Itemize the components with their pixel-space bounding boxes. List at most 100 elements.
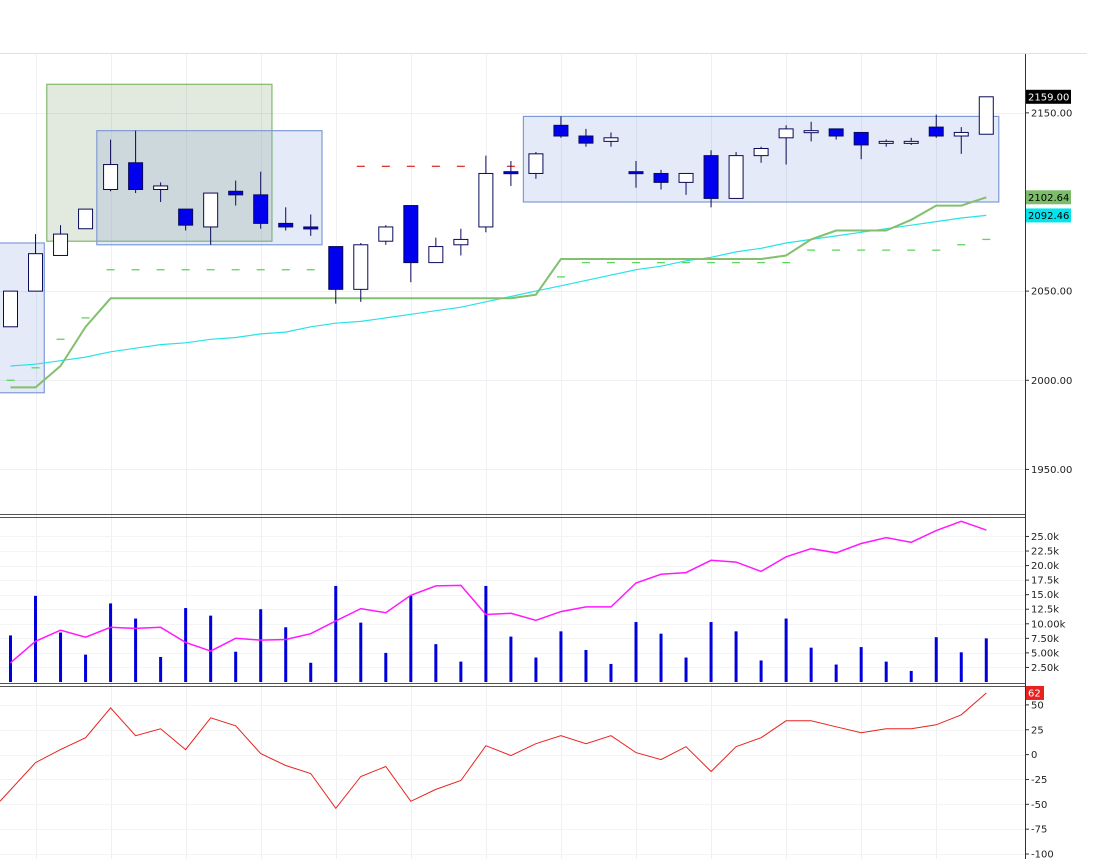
tick-label: 7.50k: [1031, 634, 1059, 645]
volume-bar: [359, 622, 363, 682]
cyan-line-tag: 2092.46: [1026, 208, 1071, 223]
tick-label: 1950.00: [1031, 465, 1072, 476]
volume-bar: [784, 618, 788, 682]
last-price-tag-label: 2159.00: [1028, 92, 1069, 103]
volume-bar: [984, 638, 988, 682]
candles: [3, 96, 994, 328]
candle-up: [678, 172, 694, 195]
candle-body: [353, 244, 369, 290]
candle-body: [128, 162, 144, 191]
candle-up: [453, 228, 469, 256]
volume-bar: [209, 615, 213, 682]
candle-body: [3, 290, 18, 328]
volume-bar: [159, 656, 163, 682]
volume-bar: [934, 637, 938, 682]
dash-markers: [6, 165, 991, 381]
volume-bar: [584, 649, 588, 682]
candle-body: [428, 246, 444, 264]
volume-bar: [509, 636, 513, 682]
tick-label: 20.0k: [1031, 561, 1059, 572]
tick-label: 12.5k: [1031, 605, 1059, 616]
candle-body: [853, 131, 869, 146]
candle-body: [228, 190, 244, 196]
cyan-line-tag-bg: [1026, 208, 1071, 223]
oscillator-tag: 62: [1026, 685, 1044, 700]
tick-label: 2.50k: [1031, 663, 1059, 674]
candle-body: [928, 126, 944, 137]
candle-down: [928, 114, 944, 138]
tick-label: 10.00k: [1031, 619, 1066, 630]
candle-down: [553, 116, 569, 138]
candle-down: [653, 169, 669, 190]
volume-bar: [434, 644, 438, 682]
candle-up: [203, 192, 219, 245]
candle-body: [503, 171, 519, 175]
candle-body: [978, 96, 994, 135]
oscillator-pane: [0, 692, 987, 810]
candle-body: [553, 124, 569, 137]
candle-up: [528, 152, 544, 179]
candle-body: [178, 208, 194, 226]
cyan-line-tag-label: 2092.46: [1028, 211, 1069, 222]
volume-bar: [234, 651, 238, 682]
green-line-tag: 2102.64: [1026, 190, 1071, 205]
candle-body: [203, 192, 219, 228]
candle-up: [428, 237, 444, 264]
green-line-tag-label: 2102.64: [1028, 193, 1069, 204]
candle-up: [28, 234, 44, 292]
candle-body: [528, 153, 544, 174]
candle-body: [878, 140, 894, 144]
volume-bar: [9, 635, 12, 682]
candle-down: [303, 214, 319, 236]
candle-body: [103, 164, 119, 191]
volume-bar: [309, 662, 313, 682]
candle-body: [603, 137, 619, 142]
tick-label: 15.0k: [1031, 590, 1059, 601]
candle-up: [78, 208, 94, 230]
candle-body: [803, 130, 819, 134]
candle-down: [278, 207, 294, 231]
volume-bar: [659, 633, 663, 682]
volume-pane: [9, 520, 988, 682]
oscillator-tag-label: 62: [1028, 688, 1041, 699]
tick-label: 17.5k: [1031, 576, 1059, 587]
volume-bar: [759, 660, 763, 682]
candle-down: [853, 131, 869, 160]
candle-down: [128, 130, 144, 194]
tick-label: 2050.00: [1031, 287, 1072, 298]
tick-label: 2000.00: [1031, 376, 1072, 387]
candle-body: [628, 171, 644, 175]
candle-down: [228, 180, 244, 206]
volume-bar: [859, 647, 863, 682]
volume-bar: [384, 652, 388, 682]
candle-body: [403, 205, 419, 264]
volume-bar: [259, 609, 263, 682]
green-line-tag-bg: [1026, 190, 1071, 205]
volume-bar: [34, 595, 38, 682]
candle-down: [503, 160, 519, 186]
candle-body: [78, 208, 94, 230]
candle-up: [153, 182, 169, 202]
volume-bar: [959, 652, 963, 682]
candle-up: [478, 155, 494, 233]
candle-down: [703, 150, 719, 208]
candle-body: [578, 135, 594, 144]
candle-down: [628, 160, 644, 188]
tick-label: 0: [1031, 750, 1037, 761]
candle-body: [728, 155, 744, 199]
candle-body: [328, 246, 344, 290]
candle-body: [953, 131, 969, 137]
candle-up: [353, 242, 369, 302]
candle-down: [328, 246, 344, 304]
candle-body: [653, 172, 669, 183]
volume-bar: [134, 618, 138, 682]
tick-label: -50: [1031, 800, 1047, 811]
candle-up: [778, 125, 794, 165]
candle-down: [253, 171, 269, 229]
tick-label: -75: [1031, 825, 1047, 836]
tick-label: -100: [1031, 850, 1054, 859]
candle-up: [3, 290, 18, 328]
volume-bar: [634, 622, 638, 682]
axis-tags: 2159.00 2102.64 2092.46 62: [1026, 89, 1071, 700]
